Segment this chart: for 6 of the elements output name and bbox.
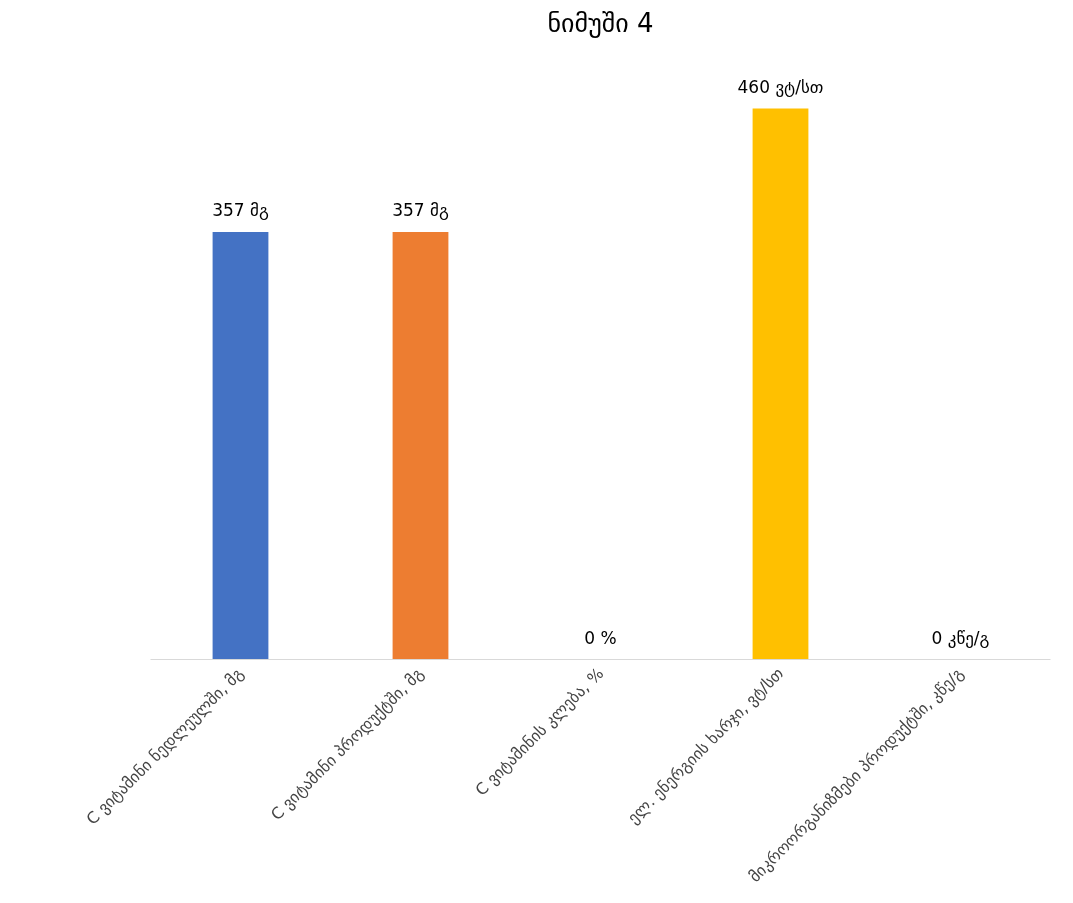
- data-label: 0 კწე/გ: [931, 627, 990, 648]
- data-label: 460 ვტ/სთ: [737, 76, 824, 97]
- chart-title: ნიმუში 4: [547, 7, 654, 38]
- data-label: 0 %: [584, 627, 617, 648]
- data-label: 357 მგ: [212, 199, 269, 220]
- data-label: 357 მგ: [392, 199, 449, 220]
